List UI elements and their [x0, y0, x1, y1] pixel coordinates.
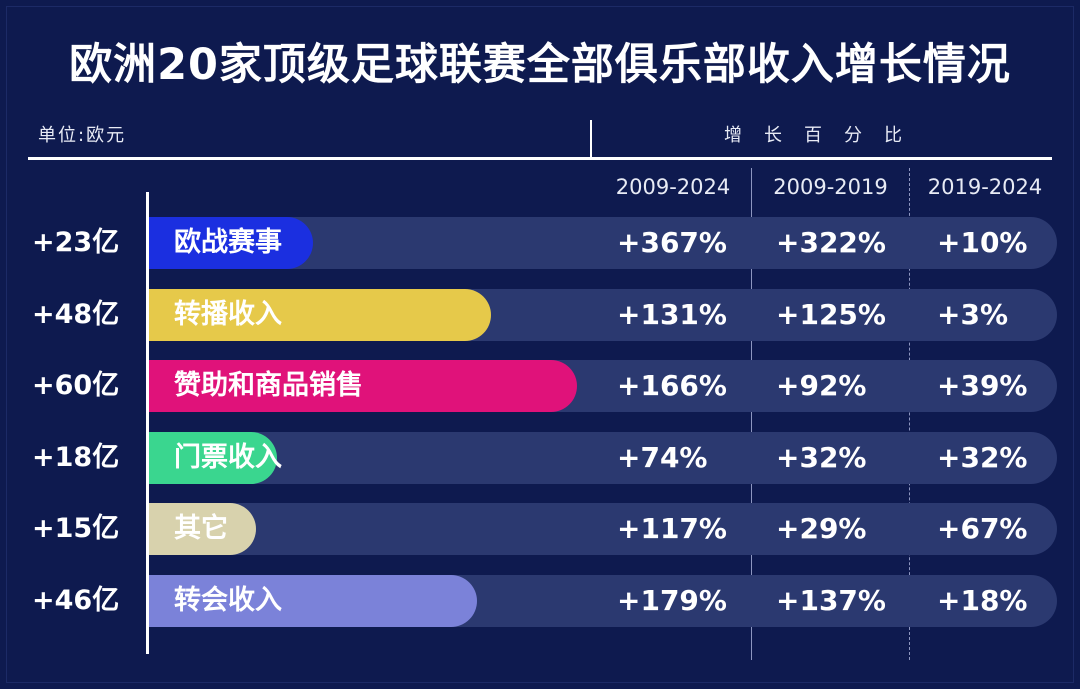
category-label: 欧战赛事 [174, 227, 282, 258]
column-header-2019-2024: 2019-2024 [927, 175, 1043, 199]
column-divider-solid [751, 168, 752, 660]
header-divider-line [28, 157, 1052, 160]
growth-cell: +18% [937, 584, 1028, 617]
growth-cell: +137% [776, 584, 886, 617]
bar [149, 432, 277, 484]
growth-cell: +166% [617, 369, 727, 402]
category-label: 其它 [174, 513, 228, 544]
value-label: +15亿 [32, 513, 120, 544]
growth-cell: +74% [617, 441, 708, 474]
unit-label: 单位:欧元 [38, 125, 127, 146]
column-header-2009-2019: 2009-2019 [773, 175, 888, 199]
growth-percentage-header: 增长百分比 [724, 125, 924, 146]
growth-cell: +32% [937, 441, 1028, 474]
chart-title: 欧洲20家顶级足球联赛全部俱乐部收入增长情况 [69, 40, 1011, 90]
category-axis-line [146, 192, 149, 654]
bar [149, 217, 313, 269]
growth-cell: +367% [617, 226, 727, 259]
growth-cell: +32% [776, 441, 867, 474]
category-label: 门票收入 [174, 442, 282, 473]
value-label: +18亿 [32, 442, 120, 473]
bar [149, 360, 577, 412]
bar [149, 503, 256, 555]
row-band [149, 432, 1057, 484]
growth-cell: +3% [937, 298, 1008, 331]
growth-cell: +117% [617, 512, 727, 545]
category-label: 转播收入 [174, 299, 282, 330]
value-label: +46亿 [32, 585, 120, 616]
growth-cell: +67% [937, 512, 1028, 545]
category-label: 赞助和商品销售 [174, 370, 363, 401]
growth-cell: +131% [617, 298, 727, 331]
value-label: +48亿 [32, 299, 120, 330]
column-divider-dashed [909, 168, 911, 660]
value-label: +60亿 [32, 370, 120, 401]
bar [149, 575, 477, 627]
header-divider-vertical [590, 120, 592, 158]
growth-cell: +125% [776, 298, 886, 331]
row-band [149, 503, 1057, 555]
growth-cell: +39% [937, 369, 1028, 402]
growth-cell: +29% [776, 512, 867, 545]
growth-cell: +179% [617, 584, 727, 617]
growth-cell: +10% [937, 226, 1028, 259]
growth-cell: +322% [776, 226, 886, 259]
bar [149, 289, 491, 341]
value-label: +23亿 [32, 227, 120, 258]
column-header-2009-2024: 2009-2024 [615, 175, 731, 199]
growth-cell: +92% [776, 369, 867, 402]
category-label: 转会收入 [174, 585, 282, 616]
